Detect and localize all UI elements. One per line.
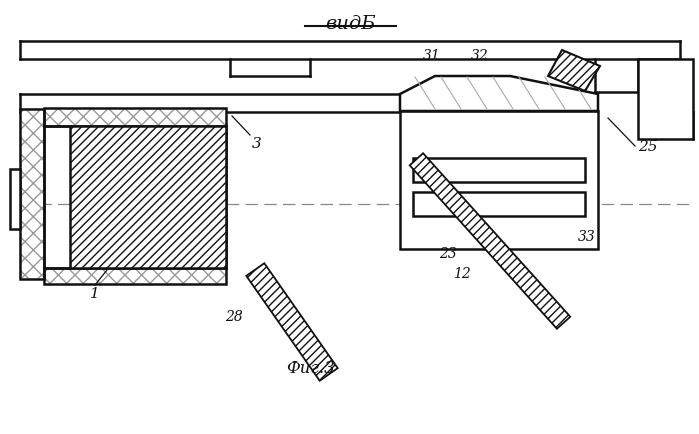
Text: 25: 25 <box>638 140 658 154</box>
Bar <box>44 109 226 127</box>
Text: 33: 33 <box>578 230 596 243</box>
Bar <box>44 268 226 284</box>
Bar <box>20 110 44 279</box>
Bar <box>44 109 226 127</box>
Text: видБ: видБ <box>325 15 375 33</box>
Bar <box>44 268 226 284</box>
Polygon shape <box>548 51 600 92</box>
Bar <box>400 112 598 250</box>
Polygon shape <box>246 264 338 381</box>
Text: 1: 1 <box>90 286 100 300</box>
Text: 23: 23 <box>439 247 457 260</box>
Text: 32: 32 <box>471 49 489 63</box>
Text: Фиг.3: Фиг.3 <box>286 359 334 376</box>
Bar <box>70 127 226 268</box>
Bar <box>10 170 20 230</box>
Polygon shape <box>400 77 598 112</box>
Text: 12: 12 <box>453 266 471 280</box>
Bar <box>413 159 585 183</box>
Bar <box>413 193 585 217</box>
Text: 28: 28 <box>225 309 243 323</box>
Bar <box>20 110 44 279</box>
Polygon shape <box>410 154 570 329</box>
Bar <box>638 60 693 140</box>
Text: 31: 31 <box>423 49 441 63</box>
Text: 3: 3 <box>252 137 261 151</box>
